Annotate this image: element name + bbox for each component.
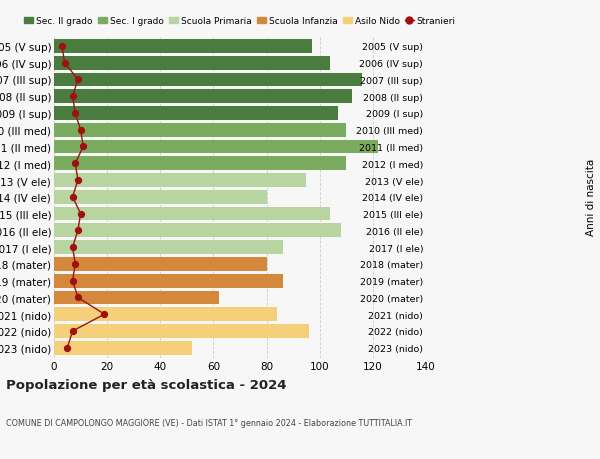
Point <box>68 244 77 251</box>
Text: Popolazione per età scolastica - 2024: Popolazione per età scolastica - 2024 <box>6 379 287 392</box>
Bar <box>54 257 266 271</box>
Bar <box>54 241 283 254</box>
Point <box>70 160 80 168</box>
Bar <box>54 123 346 137</box>
Point <box>70 261 80 268</box>
Bar <box>54 40 312 54</box>
Text: COMUNE DI CAMPOLONGO MAGGIORE (VE) - Dati ISTAT 1° gennaio 2024 - Elaborazione T: COMUNE DI CAMPOLONGO MAGGIORE (VE) - Dat… <box>6 418 412 427</box>
Point <box>73 227 83 235</box>
Point <box>68 194 77 201</box>
Bar <box>54 190 266 204</box>
Bar <box>54 341 192 355</box>
Point <box>73 294 83 302</box>
Bar <box>54 140 378 154</box>
Point <box>70 110 80 118</box>
Bar <box>54 107 338 121</box>
Bar <box>54 90 352 104</box>
Bar <box>54 174 307 187</box>
Bar <box>54 224 341 238</box>
Point <box>60 60 70 67</box>
Point <box>73 177 83 185</box>
Point <box>68 93 77 101</box>
Bar <box>54 308 277 321</box>
Point <box>76 210 85 218</box>
Point <box>76 127 85 134</box>
Point <box>62 344 72 352</box>
Point <box>68 277 77 285</box>
Bar <box>54 274 283 288</box>
Point <box>73 77 83 84</box>
Bar <box>54 56 331 70</box>
Bar <box>54 207 331 221</box>
Bar <box>54 291 219 305</box>
Bar <box>54 157 346 171</box>
Legend: Sec. II grado, Sec. I grado, Scuola Primaria, Scuola Infanzia, Asilo Nido, Stran: Sec. II grado, Sec. I grado, Scuola Prim… <box>25 17 455 26</box>
Point <box>100 311 109 318</box>
Bar <box>54 73 362 87</box>
Text: Anni di nascita: Anni di nascita <box>586 159 596 236</box>
Bar <box>54 325 309 338</box>
Point <box>79 144 88 151</box>
Point <box>57 43 67 50</box>
Point <box>68 328 77 335</box>
